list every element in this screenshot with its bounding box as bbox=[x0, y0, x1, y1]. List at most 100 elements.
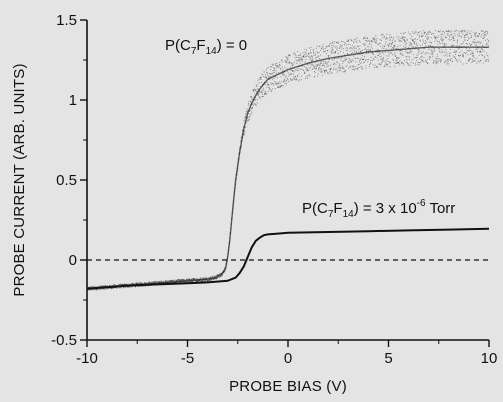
series-1-point bbox=[432, 62, 435, 64]
series-1-point bbox=[382, 52, 384, 54]
series-1-point bbox=[191, 278, 193, 280]
series-1-point bbox=[404, 36, 406, 38]
series-1-point bbox=[349, 44, 351, 46]
series-1-point bbox=[385, 59, 387, 61]
series-1-point bbox=[420, 59, 422, 61]
series-1-point bbox=[266, 73, 268, 76]
series-1-point bbox=[474, 60, 476, 62]
series-1-point bbox=[369, 41, 371, 43]
series-1-point bbox=[379, 56, 381, 58]
series-1-point bbox=[105, 285, 107, 287]
series-1-point bbox=[387, 44, 389, 46]
series-1-point bbox=[475, 44, 477, 46]
series-1-point bbox=[472, 41, 474, 43]
series-1-point bbox=[421, 33, 423, 35]
series-1-point bbox=[271, 78, 273, 80]
series-1-point bbox=[314, 66, 316, 68]
series-1-point bbox=[457, 35, 459, 37]
series-1-point bbox=[337, 41, 339, 43]
series-1-point bbox=[455, 51, 457, 53]
series-1-point bbox=[374, 56, 377, 58]
series-1-point bbox=[365, 65, 367, 67]
series-1-point bbox=[315, 64, 317, 66]
series-1-point bbox=[278, 63, 280, 65]
series-1-point bbox=[281, 66, 283, 68]
series-1-point bbox=[339, 65, 341, 67]
series-1-point bbox=[329, 43, 331, 45]
series-1-point bbox=[335, 51, 337, 53]
series-1-point bbox=[293, 61, 295, 64]
series-1-point bbox=[292, 73, 294, 75]
series-1-point bbox=[280, 86, 282, 88]
series-1-point bbox=[285, 75, 287, 77]
series-1-point bbox=[353, 42, 355, 44]
series-1-point bbox=[359, 45, 361, 47]
series-1-point bbox=[213, 275, 215, 277]
series-1-point bbox=[259, 98, 261, 100]
series-1-point bbox=[408, 44, 410, 46]
series-1-point bbox=[363, 37, 366, 39]
series-1-point bbox=[357, 46, 359, 48]
series-1-point bbox=[387, 57, 389, 59]
series-1-point bbox=[459, 32, 461, 34]
series-1-point bbox=[470, 44, 472, 46]
series-1-point bbox=[108, 287, 110, 290]
y-tick-label: 1 bbox=[69, 92, 77, 109]
series-1-point bbox=[370, 63, 372, 65]
series-1-point bbox=[298, 79, 300, 81]
series-1-point bbox=[425, 52, 427, 54]
series-1-point bbox=[381, 59, 383, 61]
series-1-point bbox=[443, 51, 445, 53]
series-1-point bbox=[355, 66, 357, 68]
series-1-point bbox=[398, 62, 400, 64]
series-1-point bbox=[450, 38, 452, 40]
series-1-point bbox=[310, 46, 312, 48]
series-1-point bbox=[306, 56, 308, 58]
series-1-point bbox=[391, 54, 393, 56]
series-1-point bbox=[459, 52, 461, 54]
series-1-point bbox=[421, 43, 424, 45]
series-1-point bbox=[394, 52, 396, 54]
series-1-point bbox=[343, 48, 345, 50]
series-1-point bbox=[327, 56, 330, 58]
series-1-point bbox=[340, 40, 342, 42]
series-1-point bbox=[276, 83, 278, 85]
series-1-point bbox=[384, 65, 386, 67]
series-1-point bbox=[479, 33, 481, 35]
series-1-point bbox=[382, 37, 384, 39]
series-1-point bbox=[287, 56, 289, 58]
series-1-point bbox=[399, 52, 401, 54]
series-1-point bbox=[246, 121, 248, 124]
series-1-point bbox=[256, 94, 258, 96]
series-1-point bbox=[163, 280, 165, 282]
series-1-point bbox=[376, 57, 378, 59]
x-tick-label: 5 bbox=[384, 350, 392, 367]
series-1-point bbox=[340, 60, 342, 62]
series-1-point bbox=[427, 38, 429, 40]
series-1-point bbox=[485, 60, 487, 62]
series-1-point bbox=[468, 48, 471, 50]
series-1-point bbox=[327, 55, 329, 57]
series-1-point bbox=[97, 289, 99, 291]
series-1-point bbox=[427, 32, 429, 34]
series-1-point bbox=[436, 58, 438, 60]
series-1-point bbox=[270, 82, 272, 84]
series-1-point bbox=[405, 56, 407, 58]
series-1-point bbox=[478, 34, 480, 36]
series-1-point bbox=[426, 38, 428, 40]
series-1-point bbox=[423, 33, 425, 35]
series-1-point bbox=[331, 72, 333, 74]
series-1-point bbox=[430, 37, 432, 39]
series-1-point bbox=[445, 51, 447, 53]
series-1-point bbox=[392, 58, 394, 60]
series-1-point bbox=[332, 48, 334, 50]
series-1-point bbox=[470, 43, 473, 45]
series-1-point bbox=[366, 37, 369, 40]
series-1-point bbox=[287, 78, 289, 80]
series-1-point bbox=[367, 58, 369, 61]
series-1-point bbox=[306, 49, 308, 51]
series-1-point bbox=[467, 36, 469, 38]
series-1-point bbox=[342, 67, 344, 69]
series-1-point bbox=[330, 67, 332, 69]
